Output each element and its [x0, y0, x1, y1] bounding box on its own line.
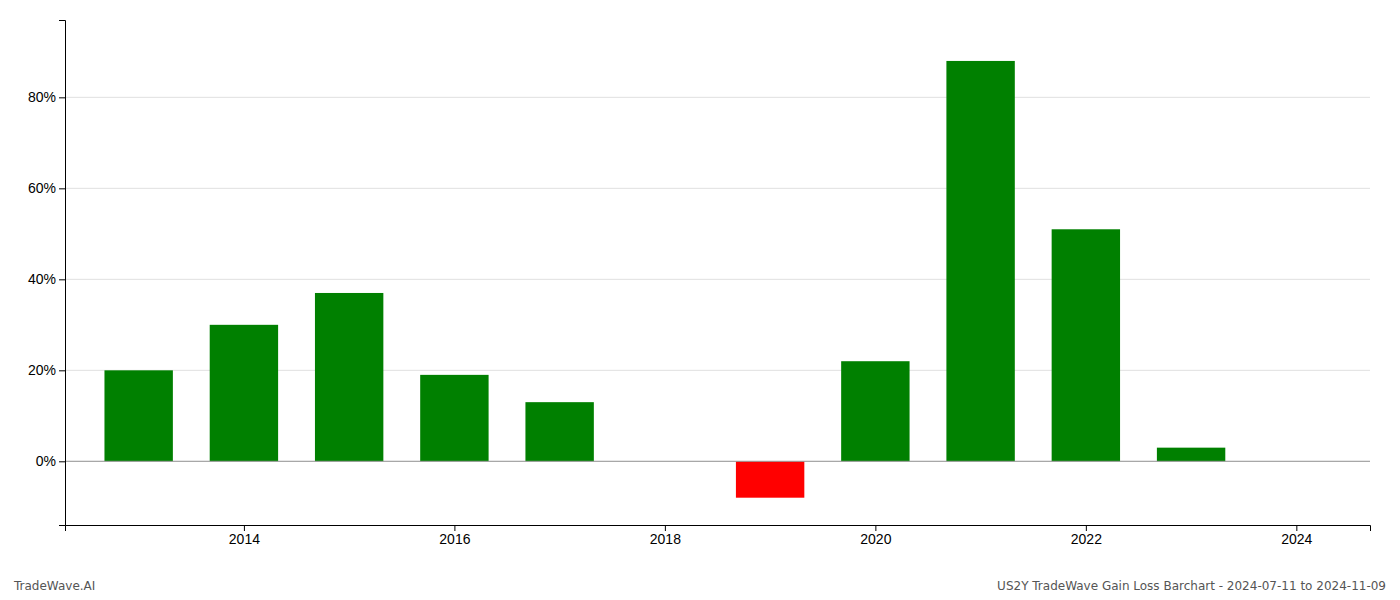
y-tick: 0%: [36, 453, 65, 469]
y-tick-label: 40%: [28, 271, 56, 287]
bar: [210, 325, 278, 461]
y-tick: 20%: [28, 362, 65, 378]
x-tick: 2016: [439, 525, 470, 547]
zero-line: [65, 461, 1370, 462]
bar: [420, 375, 488, 461]
x-axis: 2014 2016 2018 2020 2022 2024: [66, 525, 1371, 547]
x-tick: 2018: [650, 525, 681, 547]
x-tick: 2014: [229, 525, 260, 547]
bar: [104, 370, 172, 461]
y-tick-label: 20%: [28, 362, 56, 378]
footer-text: TradeWave.AI: [13, 579, 95, 593]
y-tick-mark: [59, 370, 65, 371]
y-axis-line: [59, 21, 66, 526]
y-tick-label: 60%: [28, 180, 56, 196]
y-tick: 80%: [28, 89, 65, 105]
bar: [946, 61, 1014, 461]
bar: [1157, 448, 1225, 462]
x-axis-line: [66, 526, 1371, 532]
x-tick-label: 2024: [1281, 531, 1312, 547]
bar: [841, 361, 909, 461]
grid-line: [65, 97, 1370, 98]
bar: [525, 402, 593, 461]
bars: [104, 61, 1225, 498]
y-tick-label: 80%: [28, 89, 56, 105]
y-tick: 40%: [28, 271, 65, 287]
bar: [736, 461, 804, 497]
x-tick: 2024: [1281, 525, 1312, 547]
y-tick-label: 0%: [36, 453, 56, 469]
x-tick-label: 2020: [860, 531, 891, 547]
y-tick-mark: [59, 97, 65, 98]
bar: [315, 293, 383, 461]
grid: [65, 97, 1370, 461]
grid-line: [65, 188, 1370, 189]
chart: 2014 2016 2018 2020 2022 2024 0% 20% 40% 60% 80% Tr…: [0, 0, 1400, 600]
grid-line: [65, 461, 1370, 462]
y-tick-mark: [59, 279, 65, 280]
x-tick-label: 2022: [1071, 531, 1102, 547]
y-tick-mark: [59, 188, 65, 189]
x-tick-label: 2014: [229, 531, 260, 547]
x-tick-label: 2016: [439, 531, 470, 547]
x-tick: 2020: [860, 525, 891, 547]
x-tick-label: 2018: [650, 531, 681, 547]
footer-text: US2Y TradeWave Gain Loss Barchart - 2024…: [997, 579, 1386, 593]
bar: [1052, 229, 1120, 461]
x-tick: 2022: [1071, 525, 1102, 547]
y-axis: 0% 20% 40% 60% 80%: [28, 21, 66, 526]
y-tick: 60%: [28, 180, 65, 196]
y-tick-mark: [59, 461, 65, 462]
grid-line: [65, 279, 1370, 280]
plot: 2014 2016 2018 2020 2022 2024 0% 20% 40% 60% 80%: [28, 21, 1371, 547]
